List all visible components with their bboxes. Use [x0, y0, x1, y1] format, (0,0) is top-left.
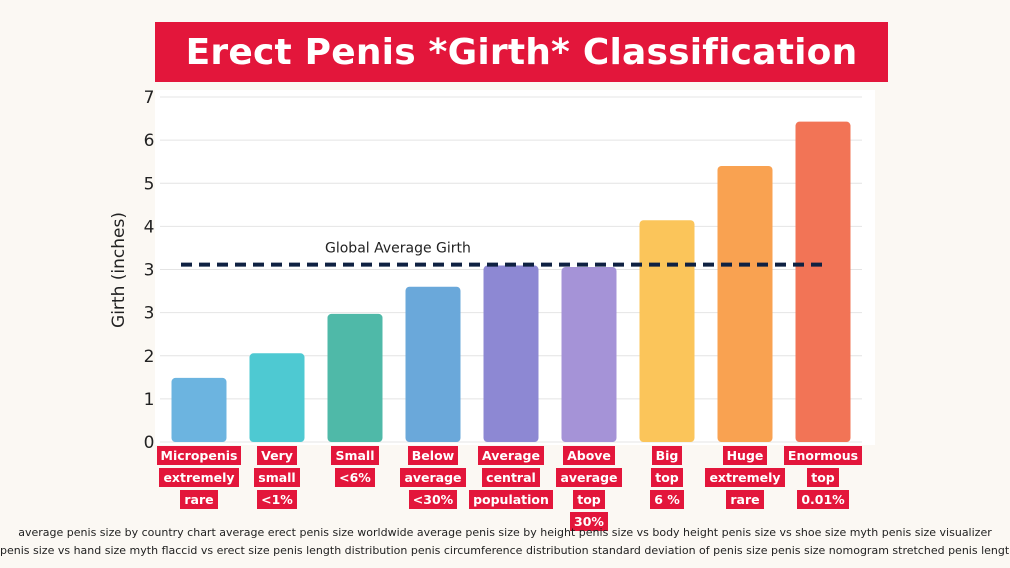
bar — [405, 286, 461, 442]
category-label: 30% — [570, 512, 608, 531]
category-label: population — [469, 490, 553, 509]
category-label: rare — [180, 490, 218, 509]
category-label-group: Big top 6 % — [617, 446, 717, 509]
category-label: <6% — [335, 468, 375, 487]
category-label: average — [400, 468, 466, 487]
category-label: Huge — [722, 446, 768, 465]
bar — [327, 313, 383, 442]
category-label: central — [482, 468, 540, 487]
bars — [171, 121, 851, 443]
y-tick-label: 5 — [144, 174, 155, 194]
footer-keywords-line1: average penis size by country chart aver… — [18, 526, 992, 539]
category-label: extremely — [159, 468, 239, 487]
y-axis-label: Girth (inches) — [109, 212, 129, 328]
category-label: top — [651, 468, 683, 487]
category-label: average — [556, 468, 622, 487]
category-label: 6 % — [650, 490, 684, 509]
y-tick-label: 4 — [144, 217, 155, 237]
bar — [795, 121, 851, 443]
category-label: Above — [563, 446, 615, 465]
category-label-group: Small <6% — [305, 446, 405, 487]
category-label: Micropenis — [156, 446, 242, 465]
y-axis-ticks: 0 1 2 3 3 4 5 6 7 — [144, 88, 155, 453]
y-tick-label: 2 — [144, 347, 155, 367]
category-label-group: Average central population — [461, 446, 561, 509]
category-label: Below — [407, 446, 459, 465]
category-label: <30% — [408, 490, 458, 509]
y-tick-label: 3 — [144, 304, 155, 324]
category-label: extremely — [705, 468, 785, 487]
y-tick-label: 7 — [144, 88, 155, 108]
category-label: top — [573, 490, 605, 509]
category-label-group: Below average <30% — [383, 446, 483, 509]
category-label: small — [254, 468, 300, 487]
category-label-group: Enormous top 0.01% — [773, 446, 873, 509]
category-label-group: Very small <1% — [227, 446, 327, 509]
bar — [171, 377, 227, 442]
category-label: top — [807, 468, 839, 487]
category-label-group: Above average top 30% — [539, 446, 639, 531]
category-label: 0.01% — [797, 490, 849, 509]
category-label-group: Micropenis extremely rare — [149, 446, 249, 509]
category-label: rare — [726, 490, 764, 509]
chart-title: Erect Penis *Girth* Classification — [185, 31, 858, 73]
footer-keywords-line2: penis size vs hand size myth flaccid vs … — [0, 544, 1010, 557]
category-label: <1% — [257, 490, 297, 509]
category-label: Very — [257, 446, 297, 465]
bar — [483, 265, 539, 442]
category-label: Enormous — [783, 446, 863, 465]
category-label-group: Huge extremely rare — [695, 446, 795, 509]
bar — [249, 353, 305, 442]
y-tick-label: 3 — [144, 261, 155, 281]
category-label: Small — [331, 446, 379, 465]
global-average-label: Global Average Girth — [325, 241, 471, 257]
bar — [639, 220, 695, 442]
category-label: Average — [478, 446, 544, 465]
bar — [561, 267, 617, 442]
category-label: Big — [651, 446, 683, 465]
bar — [717, 166, 773, 442]
title-banner: Erect Penis *Girth* Classification — [155, 22, 888, 82]
y-tick-label: 6 — [144, 131, 155, 151]
y-tick-label: 0 — [144, 433, 155, 453]
y-tick-label: 1 — [144, 390, 155, 410]
